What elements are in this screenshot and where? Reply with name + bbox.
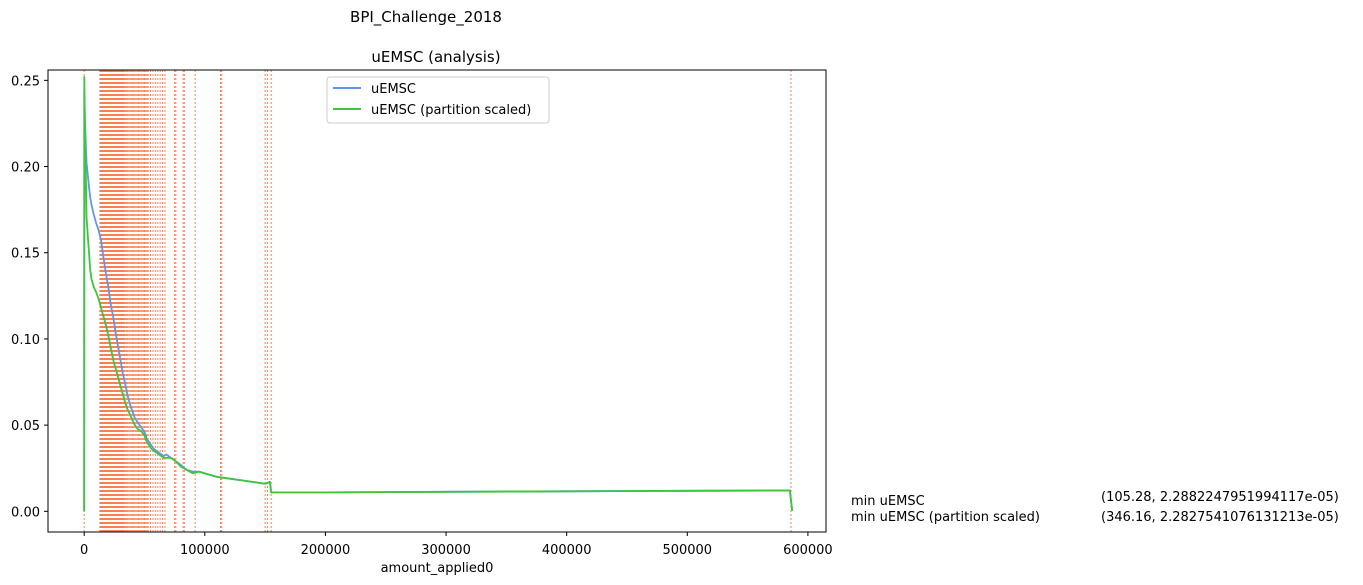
min-uemsc-value: (105.28, 2.2882247951994117e-05) — [1101, 490, 1339, 505]
figure-suptitle: BPI_Challenge_2018 — [350, 8, 502, 27]
series-lines — [83, 76, 794, 512]
y-tick-label: 0.00 — [11, 505, 40, 520]
x-tick-label: 200000 — [301, 543, 351, 558]
legend-label-partition: uEMSC (partition scaled) — [371, 103, 531, 118]
x-tick-label: 600000 — [783, 543, 833, 558]
min-uemsc-label: min uEMSC — [851, 494, 925, 509]
y-tick-label: 0.05 — [11, 419, 40, 434]
x-tick-label: 300000 — [421, 543, 471, 558]
legend: uEMSC uEMSC (partition scaled) — [326, 76, 550, 124]
plot-frame — [47, 69, 827, 533]
x-axis: 0 100000 200000 300000 400000 500000 600000 — [80, 532, 833, 558]
x-tick-label: 0 — [80, 543, 88, 558]
series-line-uemsc — [83, 89, 794, 512]
min-uemsc-partition-value: (346.16, 2.2827541076131213e-05) — [1101, 510, 1339, 525]
legend-box — [326, 76, 550, 124]
y-axis: 0.00 0.05 0.10 0.15 0.20 0.25 — [11, 74, 48, 520]
chart-title: uEMSC (analysis) — [371, 48, 500, 66]
y-tick-label: 0.25 — [11, 74, 40, 89]
legend-label-uemsc: uEMSC — [371, 82, 416, 97]
partition-boundary-lines — [83, 70, 792, 532]
x-tick-label: 100000 — [180, 543, 230, 558]
series-line-partition-scaled — [83, 76, 794, 512]
y-tick-label: 0.10 — [11, 333, 40, 348]
x-axis-label: amount_applied0 — [381, 561, 494, 576]
y-tick-label: 0.15 — [11, 247, 40, 262]
x-tick-label: 400000 — [542, 543, 592, 558]
min-uemsc-partition-label: min uEMSC (partition scaled) — [851, 510, 1040, 525]
y-tick-label: 0.20 — [11, 161, 40, 176]
x-tick-label: 500000 — [662, 543, 712, 558]
